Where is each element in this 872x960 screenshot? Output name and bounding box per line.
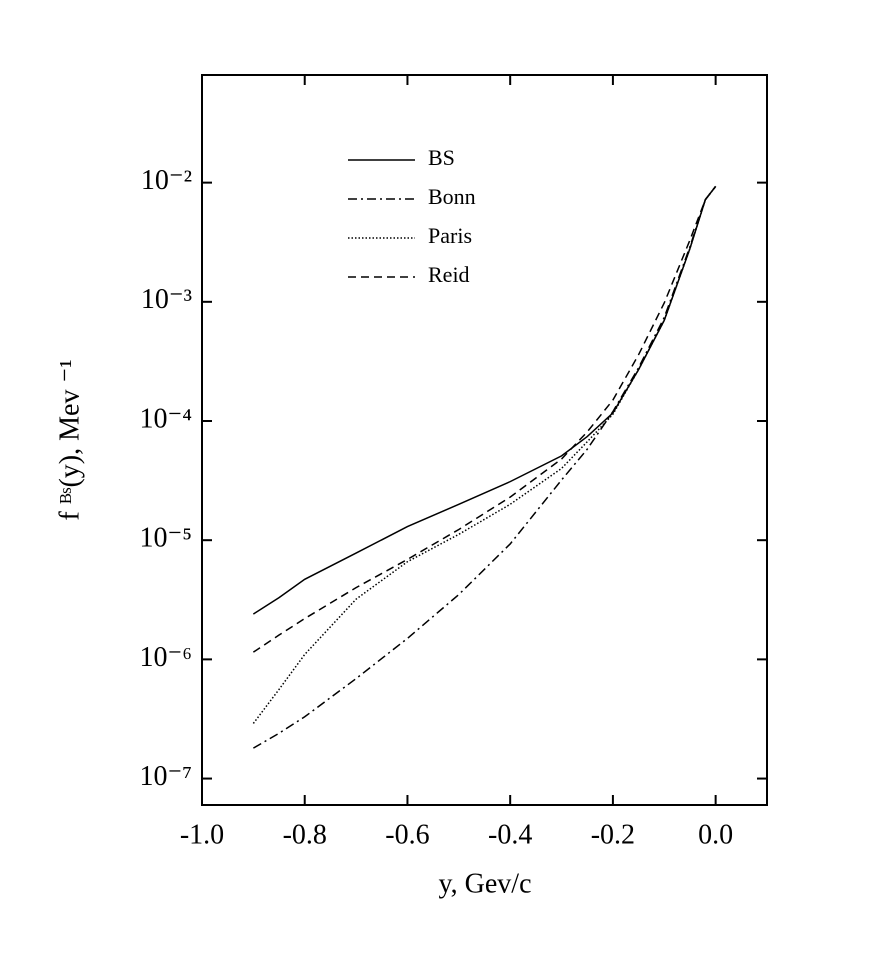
series-line xyxy=(252,185,717,724)
x-tick-label: -0.6 xyxy=(385,819,429,850)
x-tick-label: -0.4 xyxy=(488,819,532,850)
y-tick-label: 10⁻² xyxy=(141,165,192,196)
series-line xyxy=(252,185,717,749)
x-tick-label: -1.0 xyxy=(180,819,224,850)
y-tick-label: 10⁻³ xyxy=(141,284,192,315)
legend-label: Bonn xyxy=(428,184,476,209)
x-tick-label: 0.0 xyxy=(698,819,733,850)
plot-frame xyxy=(201,74,768,806)
y-axis-label: f ᴮˢ(y), Mev ⁻¹ xyxy=(54,359,85,520)
y-tick-label: 10⁻⁷ xyxy=(139,761,192,792)
y-tick-label: 10⁻⁴ xyxy=(139,403,192,434)
series-line xyxy=(252,185,717,615)
x-axis-label: y, Gev/c xyxy=(438,868,531,899)
legend-label: Reid xyxy=(428,262,470,287)
legend-label: Paris xyxy=(428,223,472,248)
x-tick-label: -0.2 xyxy=(591,819,635,850)
y-tick-label: 10⁻⁶ xyxy=(139,642,192,673)
y-tick-label: 10⁻⁵ xyxy=(139,523,192,554)
x-tick-label: -0.8 xyxy=(283,819,327,850)
legend-label: BS xyxy=(428,145,455,170)
series-line xyxy=(252,185,717,653)
